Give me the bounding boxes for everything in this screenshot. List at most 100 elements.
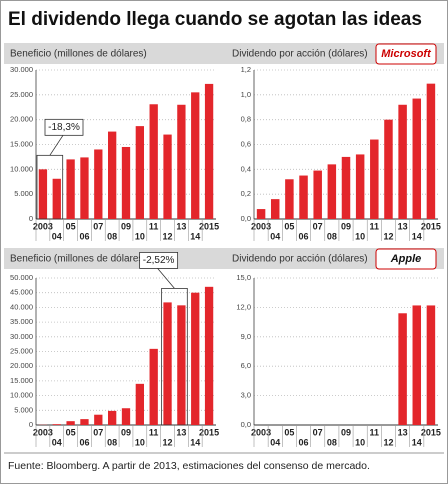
y-tick-label: 15,0 (236, 273, 251, 282)
x-tick-label: 08 (107, 231, 117, 241)
x-tick-label: 12 (383, 231, 393, 241)
bar (204, 286, 214, 425)
bar (52, 178, 61, 219)
bar (426, 83, 436, 220)
bar (270, 199, 280, 219)
logo: Apple (390, 253, 422, 265)
y-tick-label: 25.000 (10, 346, 33, 355)
y-tick-label: 20.000 (10, 361, 33, 370)
annotation-label-box (44, 118, 84, 136)
x-tick-label: 05 (66, 427, 76, 437)
x-tick-label: 11 (370, 221, 380, 231)
logo-box (375, 248, 437, 270)
bar (370, 139, 379, 219)
x-tick-label: 14 (190, 437, 200, 447)
x-tick-label: 2003 (33, 427, 53, 437)
y-tick-label: 50.000 (10, 273, 33, 282)
x-tick-label: 07 (313, 221, 323, 231)
x-tick-label: 04 (52, 437, 62, 447)
x-tick-label: 13 (176, 427, 186, 437)
x-tick-label: 14 (412, 437, 422, 447)
annotation-box (161, 288, 188, 426)
x-tick-label: 2003 (251, 427, 271, 437)
y-tick-label: 6,0 (241, 361, 251, 370)
x-tick-label: 10 (355, 231, 365, 241)
y-tick-label: 0 (29, 214, 33, 223)
x-tick-label: 04 (270, 231, 280, 241)
y-tick-label: 35.000 (10, 317, 33, 326)
y-tick-label: 1,2 (241, 65, 251, 74)
x-tick-label: 2003 (33, 221, 53, 231)
bar (80, 419, 89, 425)
x-tick-label: 2015 (421, 221, 441, 231)
bar (191, 292, 200, 425)
bar (327, 164, 337, 219)
x-tick-label: 10 (135, 437, 145, 447)
x-tick-label: 09 (121, 427, 131, 437)
bar (80, 157, 89, 219)
x-tick-label: 2015 (199, 427, 219, 437)
y-tick-label: 5.000 (14, 189, 33, 198)
y-tick-label: 0,8 (241, 115, 251, 124)
title: El dividendo llega cuando se agotan las … (8, 9, 422, 30)
y-tick-label: 15.000 (10, 376, 33, 385)
y-tick-label: 30.000 (10, 332, 33, 341)
y-tick-label: 45.000 (10, 288, 33, 297)
x-tick-label: 2015 (199, 221, 219, 231)
panel-title: Beneficio (millones de dólares) (10, 49, 147, 60)
x-tick-label: 05 (284, 427, 294, 437)
y-tick-label: 12,0 (236, 302, 251, 311)
bar (66, 159, 75, 219)
bar (149, 104, 158, 219)
x-tick-label: 12 (383, 437, 393, 447)
annotation-label-box (139, 252, 179, 269)
x-tick-label: 06 (79, 231, 89, 241)
bar (108, 410, 117, 425)
bar (163, 302, 172, 425)
bar (135, 126, 144, 219)
x-tick-label: 2003 (251, 221, 271, 231)
annotation-leader (49, 135, 64, 156)
y-tick-label: 5.000 (14, 405, 33, 414)
annotation-leader (157, 268, 175, 289)
bar (121, 408, 131, 425)
panel-title: Dividendo por acción (dólares) (232, 49, 368, 60)
bar (52, 424, 61, 425)
x-tick-label: 04 (52, 231, 62, 241)
bar (256, 209, 266, 219)
y-tick-label: 0 (29, 420, 33, 429)
x-tick-label: 14 (190, 231, 200, 241)
y-tick-label: 1,0 (241, 90, 251, 99)
x-tick-label: 2015 (421, 427, 441, 437)
panel-title: Beneficio (millones de dólares) (10, 254, 147, 265)
y-tick-label: 20.000 (10, 115, 33, 124)
bar (412, 305, 422, 425)
x-tick-label: 06 (299, 231, 309, 241)
header-band (4, 43, 444, 64)
x-tick-label: 11 (370, 427, 380, 437)
bar (285, 179, 294, 219)
bar (135, 383, 144, 425)
annotation: -18,3% (48, 122, 80, 133)
x-tick-label: 08 (327, 437, 337, 447)
bar (121, 146, 131, 219)
bar (204, 83, 214, 219)
bar (384, 119, 393, 219)
bar (398, 104, 407, 219)
x-tick-label: 04 (270, 437, 280, 447)
bar (313, 170, 322, 219)
bar (149, 348, 158, 425)
header-band (4, 248, 444, 269)
logo-box (375, 43, 437, 65)
x-tick-label: 05 (284, 221, 294, 231)
y-tick-label: 3,0 (241, 391, 251, 400)
y-tick-label: 0,2 (241, 189, 251, 198)
y-tick-label: 10.000 (10, 391, 33, 400)
x-tick-label: 07 (313, 427, 323, 437)
logo: Microsoft (381, 48, 432, 60)
y-tick-label: 0,0 (241, 420, 251, 429)
bar (38, 169, 48, 219)
x-tick-label: 08 (327, 231, 337, 241)
source: Fuente: Bloomberg. A partir de 2013, est… (8, 460, 370, 472)
